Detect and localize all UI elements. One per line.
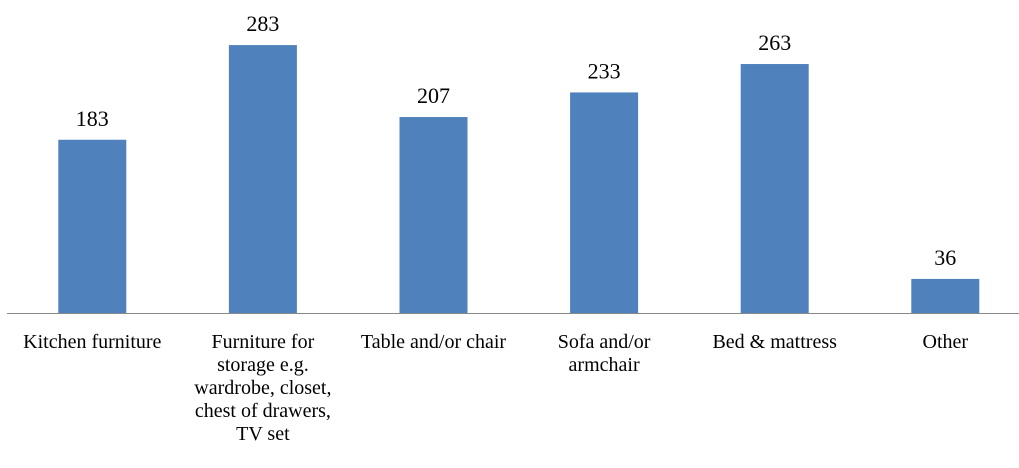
bar bbox=[228, 45, 297, 314]
bar bbox=[911, 278, 980, 313]
data-label: 283 bbox=[246, 11, 279, 36]
x-tick-label: Table and/or chair bbox=[360, 331, 507, 353]
x-tick-label: Sofa and/or armchair bbox=[557, 331, 651, 376]
data-label: 207 bbox=[417, 83, 450, 108]
bar bbox=[399, 117, 468, 313]
x-tick-label: Furniture for storage e.g. wardrobe, clo… bbox=[194, 331, 332, 445]
x-tick-label: Bed & mattress bbox=[712, 331, 837, 353]
data-label: 233 bbox=[588, 58, 621, 83]
bar bbox=[570, 92, 639, 313]
x-tick-label: Other bbox=[922, 331, 969, 353]
bar bbox=[58, 139, 127, 313]
bar bbox=[740, 64, 809, 313]
data-label: 36 bbox=[934, 245, 956, 270]
data-label: 183 bbox=[76, 106, 109, 131]
data-label: 263 bbox=[758, 30, 791, 55]
x-tick-label: Kitchen furniture bbox=[23, 331, 162, 353]
